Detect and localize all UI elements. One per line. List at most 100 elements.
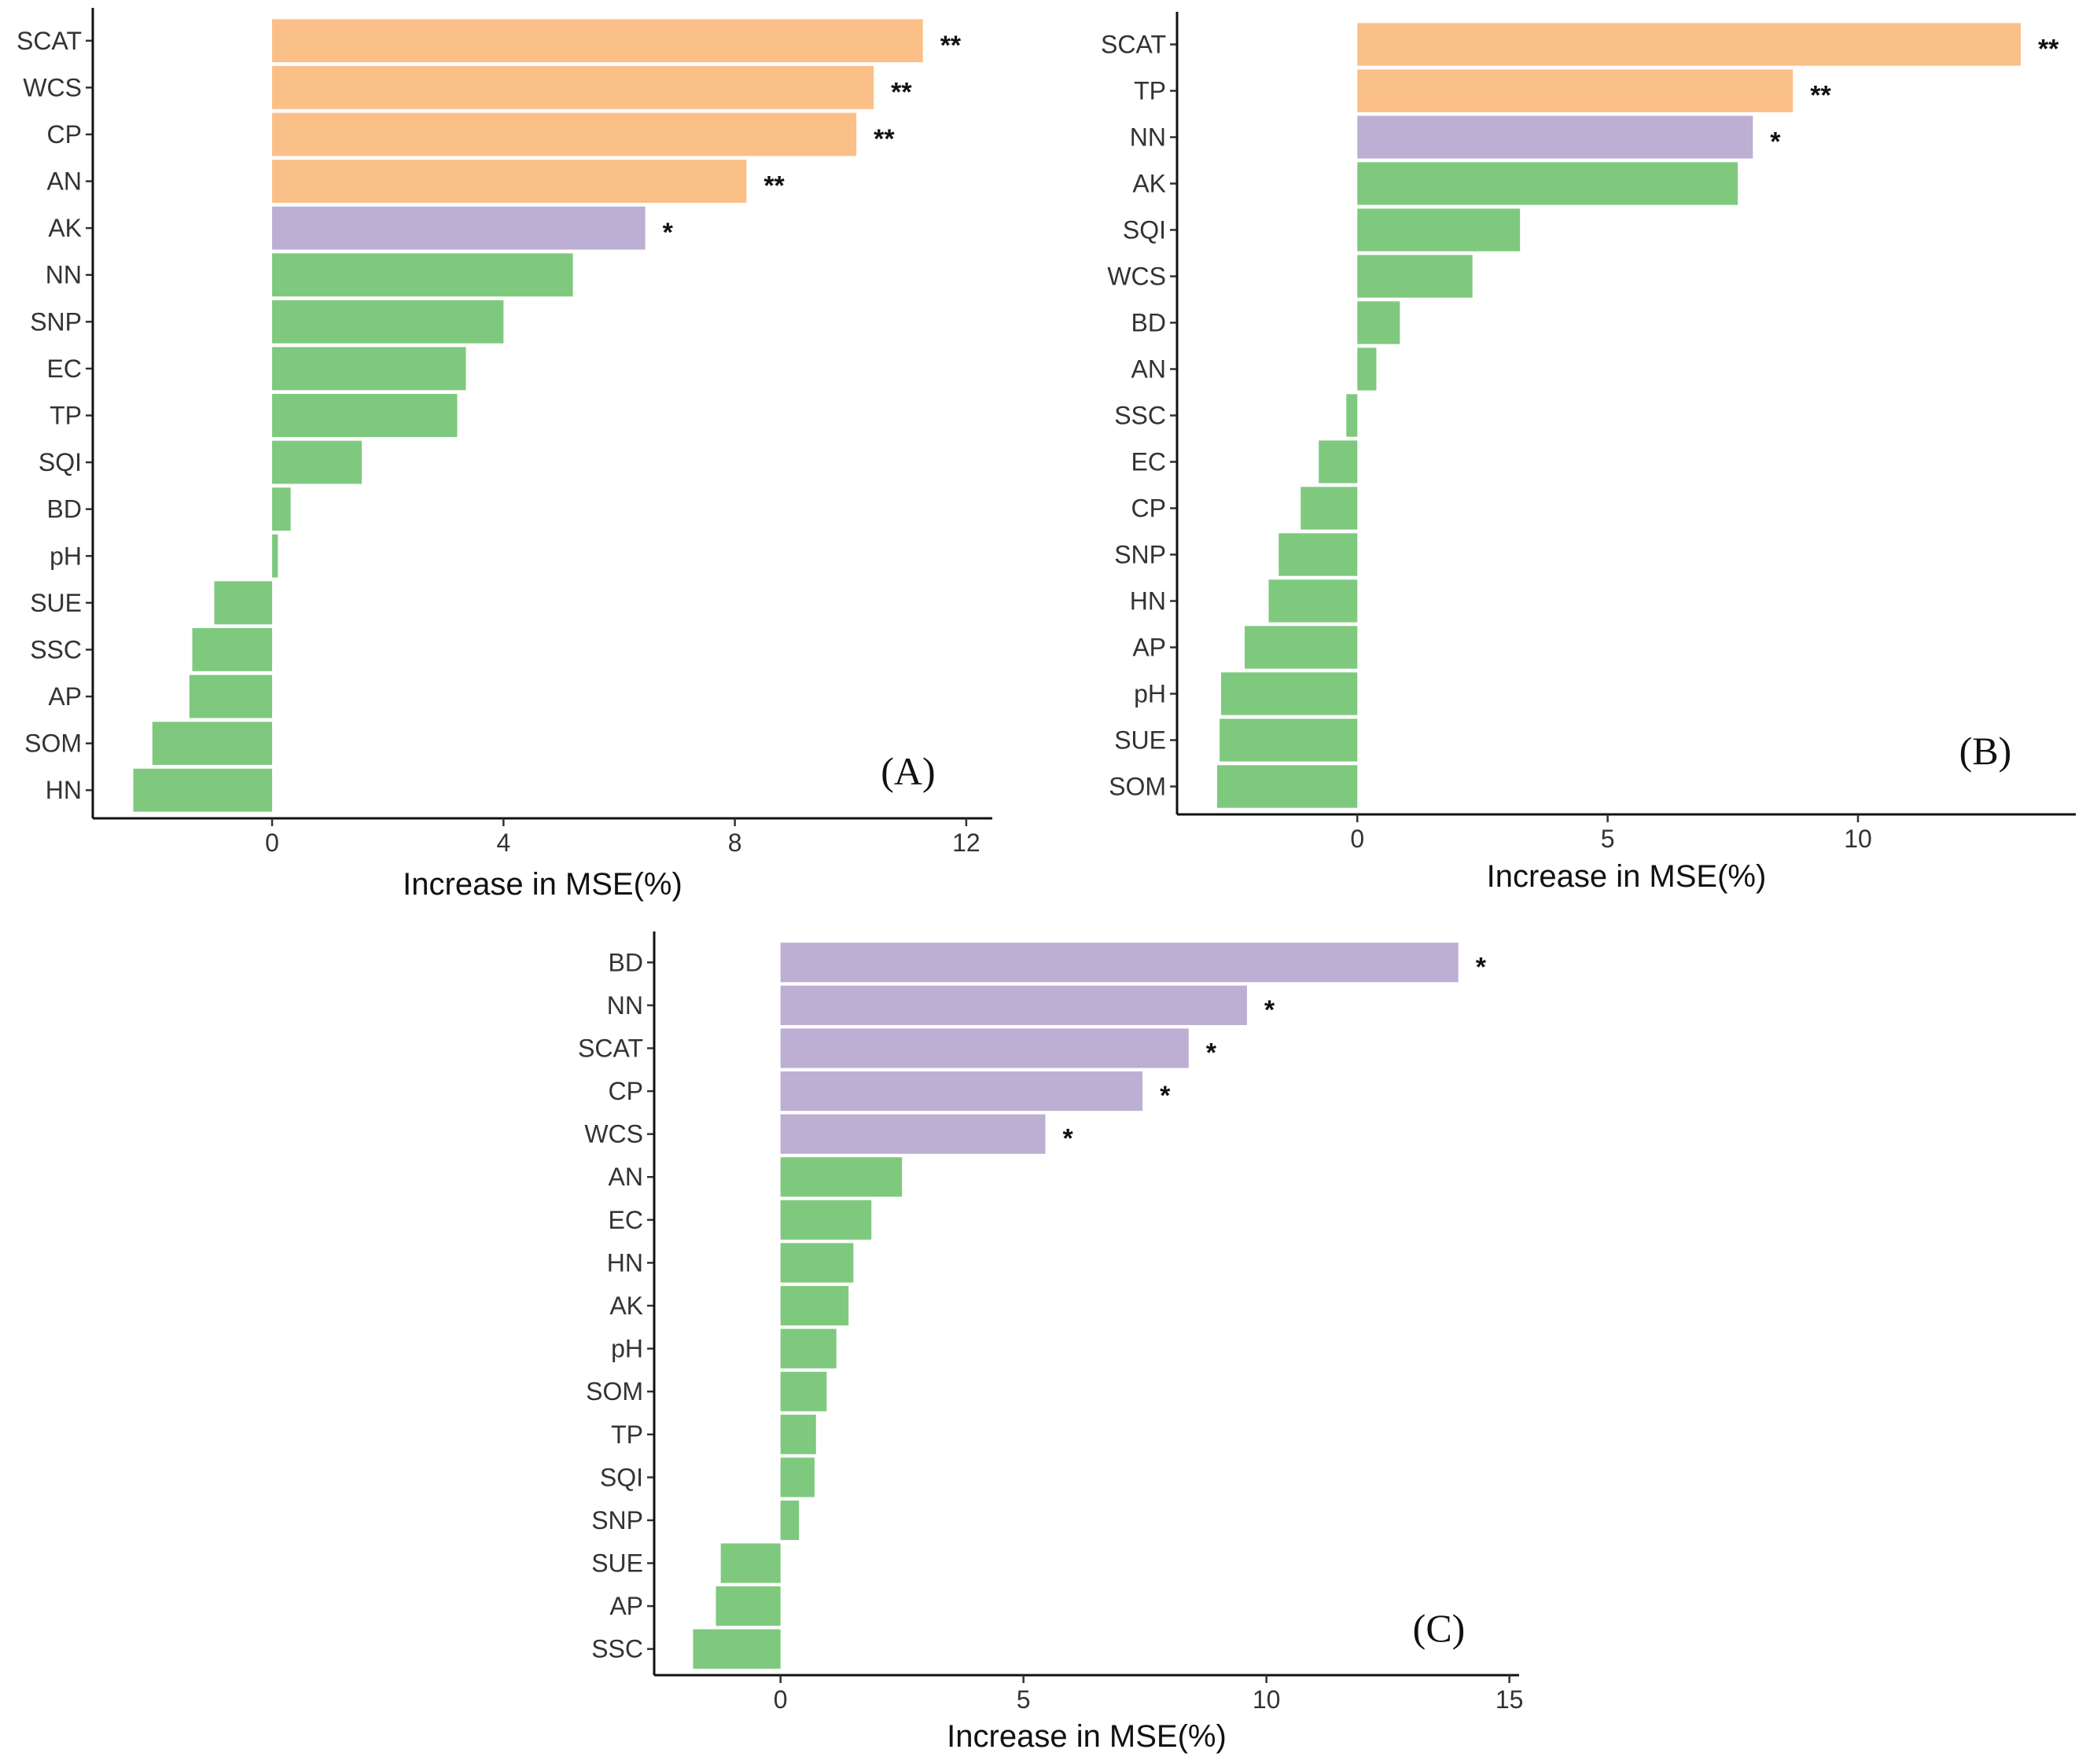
panel-a: SCAT ** WCS ** CP ** AN ** AK * NN SNP EC TP SQI BD pH SU… (17, 8, 992, 902)
panel-a-bar-bd (272, 487, 291, 531)
panel-a-significance-scat: ** (940, 31, 962, 61)
panel-a-significance-ak: * (663, 218, 674, 248)
panel-a-significance-wcs: ** (891, 77, 912, 107)
panel-a-x-axis-title: Increase in MSE(%) (403, 867, 682, 902)
panel-b-bar-som (1216, 765, 1358, 808)
panel-b-ytick-label-sqi: SQI (1123, 216, 1166, 244)
panel-c-bar-hn (780, 1243, 854, 1283)
panel-c-ytick-label-cp: CP (609, 1077, 643, 1105)
panel-c-ytick-label-nn: NN (607, 991, 643, 1020)
panel-c-ytick-label-som: SOM (586, 1377, 643, 1406)
panel-b-ytick-label-ak: AK (1132, 170, 1166, 198)
panel-c-bar-ec (780, 1200, 872, 1240)
panel-c-bar-ssc (693, 1629, 781, 1669)
panel-c-label: (C) (1413, 1606, 1466, 1650)
panel-c-ytick-label-snp: SNP (591, 1506, 643, 1534)
panel-c-ytick-label-sqi: SQI (600, 1463, 643, 1491)
panel-b-ytick-label-nn: NN (1130, 123, 1166, 152)
panel-a-bar-hn (133, 768, 273, 812)
panel-a-ytick-label-snp: SNP (30, 307, 82, 336)
panel-b-bar-sue (1220, 718, 1358, 762)
panel-a-ytick-label-sqi: SQI (39, 448, 82, 476)
panel-b-bar-bd (1357, 301, 1400, 344)
panel-c: BD * NN * SCAT * CP * WCS * AN EC HN AK pH SOM TP SQI SNP S… (578, 932, 1523, 1754)
panel-b-ytick-label-ssc: SSC (1114, 402, 1166, 430)
panel-a-ytick-label-sue: SUE (30, 589, 82, 617)
panel-b-bar-sqi (1357, 208, 1521, 252)
panel-a-ytick-label-cp: CP (47, 120, 82, 149)
panel-c-xtick-label-0: 0 (774, 1685, 788, 1714)
panel-c-ytick-label-wcs: WCS (584, 1120, 643, 1148)
panel-b-ytick-label-tp: TP (1134, 77, 1166, 105)
panel-a-bar-ak (272, 206, 646, 250)
panel-a-ytick-label-tp: TP (50, 402, 82, 430)
panel-c-bar-an (780, 1157, 903, 1197)
panel-a-bar-ph (272, 534, 278, 578)
panel-b-bar-nn (1357, 116, 1753, 159)
panel-b-ytick-label-ec: EC (1131, 448, 1166, 476)
panel-c-ytick-label-hn: HN (607, 1248, 643, 1277)
panel-c-significance-scat: * (1206, 1038, 1217, 1068)
panel-a-ytick-label-scat: SCAT (17, 27, 82, 55)
panel-b-bar-cp (1301, 487, 1358, 530)
panel-b-bar-ssc (1346, 394, 1358, 437)
panel-b-xtick-label-10: 10 (1844, 825, 1872, 853)
panel-c-bar-sqi (780, 1457, 815, 1498)
panel-c-bar-som (780, 1372, 827, 1412)
panel-a-ytick-label-an: AN (47, 167, 82, 196)
panel-b-ytick-label-sue: SUE (1114, 726, 1166, 755)
panel-a-bar-ec (272, 347, 466, 391)
panel-b-bar-snp (1278, 533, 1358, 576)
panel-b-bar-ec (1319, 440, 1358, 483)
panel-c-significance-nn: * (1264, 995, 1275, 1025)
panel-b-ytick-label-scat: SCAT (1101, 31, 1166, 59)
panel-a-significance-an: ** (763, 171, 785, 201)
panel-c-bar-bd (780, 943, 1459, 983)
panel-b-ytick-label-ph: pH (1134, 680, 1166, 708)
panel-b-bar-tp (1357, 69, 1794, 112)
panel-a-xtick-label-4: 4 (496, 829, 510, 857)
panel-c-x-axis-title: Increase in MSE(%) (947, 1719, 1227, 1754)
panel-a-ytick-label-som: SOM (24, 729, 82, 758)
panel-b-significance-nn: * (1770, 127, 1781, 157)
panel-c-ytick-label-ec: EC (609, 1206, 643, 1234)
panel-b-label: (B) (1959, 729, 2012, 773)
panel-a-bar-ssc (192, 628, 273, 671)
panel-a-ytick-label-ec: EC (47, 355, 82, 383)
panel-a-ytick-label-ap: AP (48, 682, 82, 711)
panel-b-ytick-label-som: SOM (1109, 773, 1166, 801)
panel-c-xtick-label-10: 10 (1253, 1685, 1281, 1714)
panel-a-bar-cp (272, 112, 857, 156)
panel-c-ytick-label-bd: BD (609, 948, 643, 976)
panel-c-significance-cp: * (1160, 1081, 1171, 1111)
panel-b: SCAT ** TP ** NN * AK SQI WCS BD AN SSC EC CP SNP HN AP p… (1101, 12, 2076, 894)
panel-c-significance-bd: * (1476, 952, 1487, 982)
panel-a-ytick-label-ssc: SSC (30, 635, 82, 663)
panel-a-label: (A) (881, 749, 935, 793)
panel-b-significance-tp: ** (1810, 81, 1831, 111)
panel-c-bar-nn (780, 985, 1247, 1025)
panel-c-ytick-label-ph: pH (611, 1335, 643, 1363)
panel-a-ytick-label-nn: NN (46, 261, 82, 289)
panel-b-bar-scat (1357, 23, 2021, 66)
panel-a-bar-wcs (272, 65, 874, 109)
panel-a-ytick-label-bd: BD (47, 495, 82, 524)
panel-c-ytick-label-tp: TP (611, 1420, 643, 1449)
panel-c-ytick-label-sue: SUE (591, 1549, 643, 1578)
panel-a-xtick-label-12: 12 (952, 829, 980, 857)
panel-c-ytick-label-scat: SCAT (578, 1034, 643, 1062)
panel-a-bar-an (272, 160, 747, 203)
panel-a-bar-ap (189, 674, 273, 718)
panel-a-bar-scat (272, 19, 923, 63)
panel-a-ytick-label-ak: AK (48, 214, 82, 242)
panel-c-ytick-label-ak: AK (609, 1292, 643, 1320)
panel-c-xtick-label-5: 5 (1017, 1685, 1031, 1714)
panel-b-bar-ph (1221, 672, 1358, 715)
panel-a-bar-snp (272, 300, 504, 344)
panel-c-significance-wcs: * (1062, 1124, 1073, 1154)
panel-b-ytick-label-an: AN (1131, 355, 1166, 384)
panel-a-bar-tp (272, 394, 458, 437)
panel-c-bar-sue (720, 1543, 781, 1583)
panel-b-ytick-label-wcs: WCS (1107, 263, 1166, 291)
